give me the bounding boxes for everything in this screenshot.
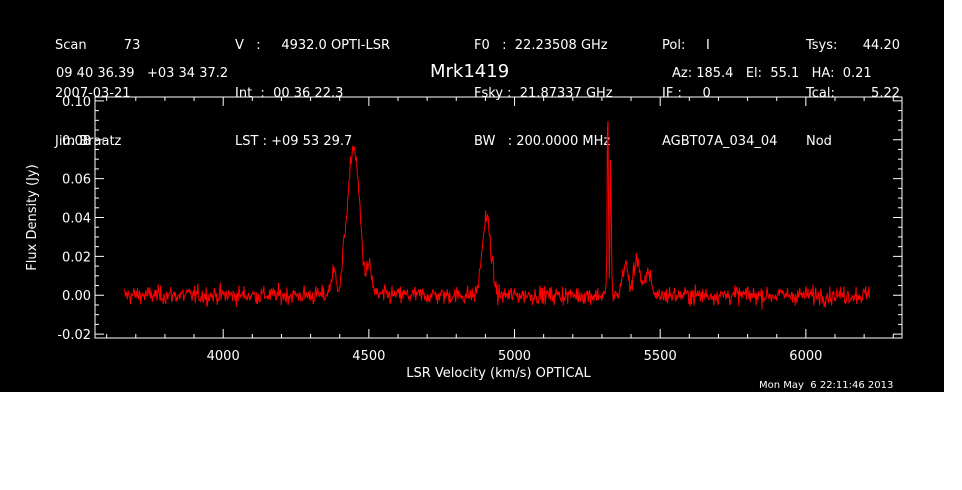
az-el-ha: Az: 185.4 El: 55.1 HA: 0.21 xyxy=(672,66,872,81)
x-axis-label: LSR Velocity (km/s) OPTICAL xyxy=(406,366,591,381)
header-observer: Jim Braatz xyxy=(55,134,122,149)
y-tick-label: 0.04 xyxy=(62,212,91,227)
x-tick-label: 4000 xyxy=(207,349,240,364)
header-nod-label: Nod xyxy=(806,134,832,149)
header-col-tsys-labels: Tsys: Tcal: Nod xyxy=(806,6,837,166)
x-tick-label: 4500 xyxy=(352,349,385,364)
y-tick-label: 0.10 xyxy=(62,95,91,110)
header-lst: LST : +09 53 29.7 xyxy=(235,134,353,149)
header-col-pol: Pol: I IF : 0 AGBT07A_034_04 xyxy=(662,6,777,166)
header-bw: BW : 200.0000 MHz xyxy=(474,134,611,149)
y-axis-label: Flux Density (Jy) xyxy=(25,164,40,270)
y-tick-label: -0.02 xyxy=(57,328,91,343)
header-velocity: V : 4932.0 OPTI-LSR xyxy=(235,38,391,53)
timestamp: Mon May 6 22:11:46 2013 xyxy=(759,380,894,391)
y-axis-ticks: -0.02 0.00 0.02 0.04 0.06 0.08 0.10 xyxy=(57,95,902,343)
header-f0: F0 : 22.23508 GHz xyxy=(474,38,608,53)
source-coordinates: 09 40 36.39 +03 34 37.2 xyxy=(56,66,229,81)
header-tsys-value: 44.20 xyxy=(862,38,900,53)
spectrum-series xyxy=(123,120,870,310)
y-tick-label: 0.08 xyxy=(62,134,91,149)
y-tick-label: 0.06 xyxy=(62,173,91,188)
plot-background xyxy=(0,0,944,392)
header-scan: Scan 73 xyxy=(55,38,141,53)
spectrum-line xyxy=(123,120,870,310)
y-tick-label: 0.00 xyxy=(62,289,91,304)
header-tsys-label: Tsys: xyxy=(806,38,838,53)
header-if: IF : 0 xyxy=(662,86,711,101)
x-tick-label: 5500 xyxy=(644,349,677,364)
header-pol: Pol: I xyxy=(662,38,710,53)
y-tick-label: 0.02 xyxy=(62,250,91,265)
x-axis-ticks: 4000 4500 5000 5500 6000 xyxy=(106,97,894,364)
x-tick-label: 6000 xyxy=(789,349,822,364)
spectrum-chart: 4000 4500 5000 5500 6000 -0.02 0.00 0.02 0.04 0.… xyxy=(25,95,903,381)
header-project: AGBT07A_034_04 xyxy=(662,134,778,149)
x-tick-label: 5000 xyxy=(498,349,531,364)
source-title: Mrk1419 xyxy=(430,61,510,82)
